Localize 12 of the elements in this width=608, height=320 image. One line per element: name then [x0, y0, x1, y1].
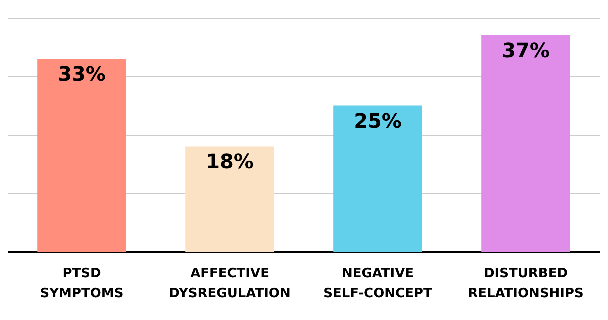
data-label: 25% [354, 108, 402, 133]
data-label: 37% [502, 38, 550, 63]
bar [38, 58, 126, 252]
data-label: 33% [58, 62, 106, 86]
x-tick-label: PTSD SYMPTOMS [40, 266, 124, 302]
x-tick-label: DISTURBED RELATIONSHIPS [468, 266, 584, 302]
data-label: 18% [206, 150, 254, 174]
bar [186, 146, 274, 252]
bar [334, 106, 422, 252]
bar [482, 36, 570, 252]
x-tick-label: AFFECTIVE DYSREGULATION [169, 266, 291, 302]
x-tick-label: NEGATIVE SELF-CONCEPT [324, 266, 432, 302]
